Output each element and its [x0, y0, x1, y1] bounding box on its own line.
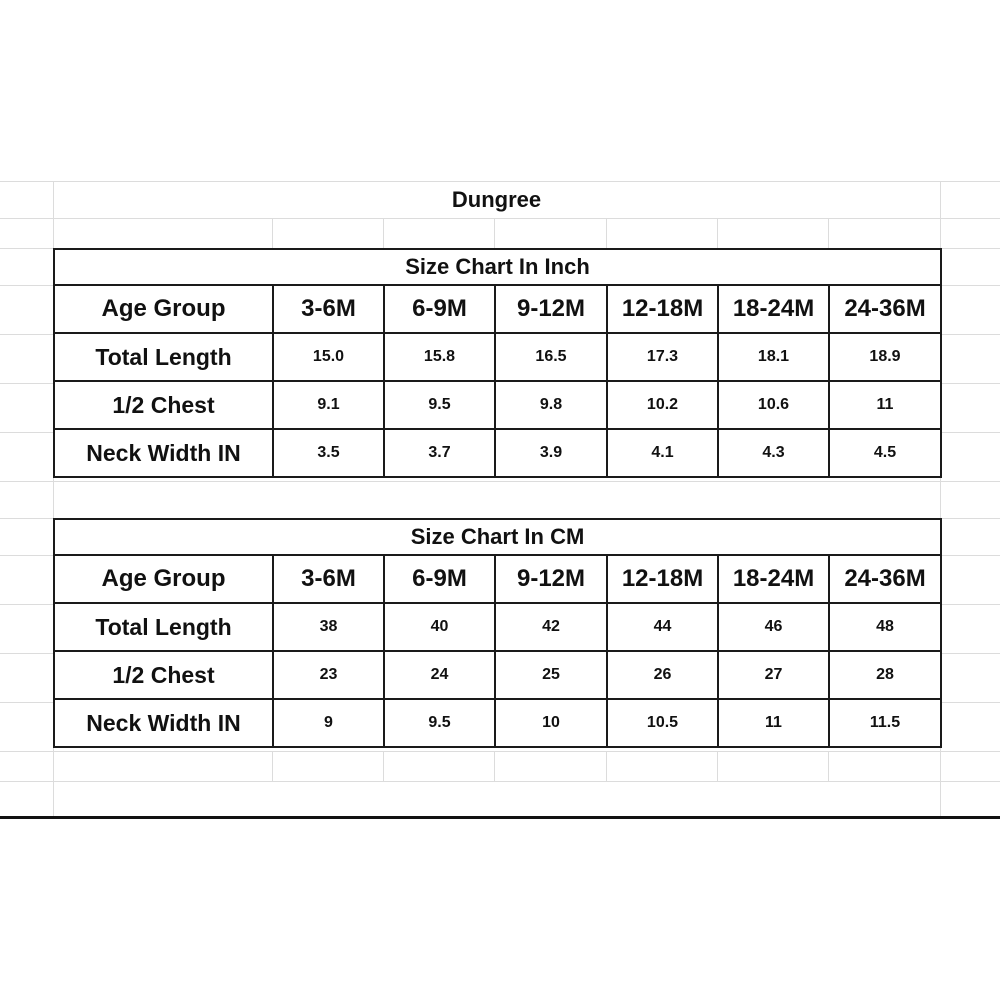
- table-cell: 4.3: [717, 428, 830, 478]
- gridline: [606, 751, 607, 781]
- table-cell: 4.5: [828, 428, 942, 478]
- gridline: [0, 481, 1000, 482]
- table-cell: 11.5: [827, 698, 943, 748]
- gridline: [0, 181, 1000, 182]
- row-label: Neck Width IN: [53, 698, 274, 748]
- table-cell: 10: [494, 698, 608, 748]
- header-row: Age Group 3-6M 6-9M 9-12M 12-18M 18-24M 24-36M: [53, 554, 943, 604]
- gridline: [494, 218, 495, 248]
- table-cell: 48: [827, 602, 943, 652]
- table-cell: 42: [494, 602, 608, 652]
- header-label: Age Group: [53, 554, 274, 604]
- table-row: 1/2 Chest 23 24 25 26 27 28: [53, 650, 943, 700]
- table-cell: 3.5: [272, 428, 385, 478]
- column-header: 12-18M: [606, 554, 719, 604]
- column-header: 12-18M: [606, 284, 719, 334]
- gridline: [606, 218, 607, 248]
- gridline: [0, 781, 1000, 782]
- table-cell: 28: [827, 650, 943, 700]
- gridline: [828, 751, 829, 781]
- table-row: Neck Width IN 9 9.5 10 10.5 11 11.5: [53, 698, 943, 748]
- column-header: 3-6M: [272, 554, 385, 604]
- gridline: [0, 751, 1000, 752]
- table-cell: 9.5: [383, 380, 496, 430]
- table-cell: 3.9: [494, 428, 608, 478]
- column-header: 6-9M: [383, 284, 496, 334]
- gridline: [272, 218, 273, 248]
- table-cell: 10.2: [606, 380, 719, 430]
- table-cell: 18.9: [828, 332, 942, 382]
- column-header: 6-9M: [383, 554, 496, 604]
- table-caption: Size Chart In Inch: [53, 248, 942, 286]
- table-cell: 26: [606, 650, 719, 700]
- gridline: [272, 751, 273, 781]
- gridline: [828, 218, 829, 248]
- table-cell: 3.7: [383, 428, 496, 478]
- row-label: Total Length: [53, 602, 274, 652]
- table-cell: 4.1: [606, 428, 719, 478]
- row-label: 1/2 Chest: [53, 380, 274, 430]
- column-header: 24-36M: [828, 284, 942, 334]
- table-cell: 40: [383, 602, 496, 652]
- table-cell: 15.0: [272, 332, 385, 382]
- column-header: 9-12M: [494, 554, 608, 604]
- table-cell: 9.1: [272, 380, 385, 430]
- row-label: Total Length: [53, 332, 274, 382]
- header-label: Age Group: [53, 284, 274, 334]
- column-header: 3-6M: [272, 284, 385, 334]
- table-row: Total Length 38 40 42 44 46 48: [53, 602, 943, 652]
- gridline: [0, 218, 1000, 219]
- table-cell: 10.5: [606, 698, 719, 748]
- table-cell: 11: [828, 380, 942, 430]
- row-label: Neck Width IN: [53, 428, 274, 478]
- bottom-divider: [0, 816, 1000, 819]
- table-cell: 25: [494, 650, 608, 700]
- table-cell: 9: [272, 698, 385, 748]
- caption-row: Size Chart In CM: [52, 518, 943, 556]
- table-cell: 17.3: [606, 332, 719, 382]
- gridline: [494, 751, 495, 781]
- size-chart-cm-table: Size Chart In CM Age Group 3-6M 6-9M 9-12M 12…: [52, 518, 943, 748]
- table-cell: 38: [272, 602, 385, 652]
- table-cell: 11: [717, 698, 830, 748]
- gridline: [717, 218, 718, 248]
- gridline: [940, 181, 941, 817]
- table-row: Neck Width IN 3.5 3.7 3.9 4.1 4.3 4.5: [53, 428, 942, 478]
- table-cell: 15.8: [383, 332, 496, 382]
- table-cell: 16.5: [494, 332, 608, 382]
- table-cell: 18.1: [717, 332, 830, 382]
- table-cell: 10.6: [717, 380, 830, 430]
- gridline: [383, 751, 384, 781]
- column-header: 9-12M: [494, 284, 608, 334]
- size-chart-inch-table: Size Chart In Inch Age Group 3-6M 6-9M 9-12M…: [53, 248, 942, 478]
- gridline: [383, 218, 384, 248]
- caption-row: Size Chart In Inch: [53, 248, 942, 286]
- table-row: Total Length 15.0 15.8 16.5 17.3 18.1 18.9: [53, 332, 942, 382]
- sheet-title: Dungree: [451, 186, 542, 212]
- header-row: Age Group 3-6M 6-9M 9-12M 12-18M 18-24M 24-36M: [53, 284, 942, 334]
- column-header: 18-24M: [717, 284, 830, 334]
- table-cell: 27: [717, 650, 830, 700]
- column-header: 18-24M: [717, 554, 830, 604]
- table-cell: 23: [272, 650, 385, 700]
- table-cell: 46: [717, 602, 830, 652]
- table-cell: 9.5: [383, 698, 496, 748]
- table-cell: 24: [383, 650, 496, 700]
- table-caption: Size Chart In CM: [52, 518, 943, 556]
- gridline: [717, 751, 718, 781]
- table-row: 1/2 Chest 9.1 9.5 9.8 10.2 10.6 11: [53, 380, 942, 430]
- column-header: 24-36M: [827, 554, 943, 604]
- gridline: [53, 181, 54, 817]
- table-cell: 9.8: [494, 380, 608, 430]
- row-label: 1/2 Chest: [53, 650, 274, 700]
- table-cell: 44: [606, 602, 719, 652]
